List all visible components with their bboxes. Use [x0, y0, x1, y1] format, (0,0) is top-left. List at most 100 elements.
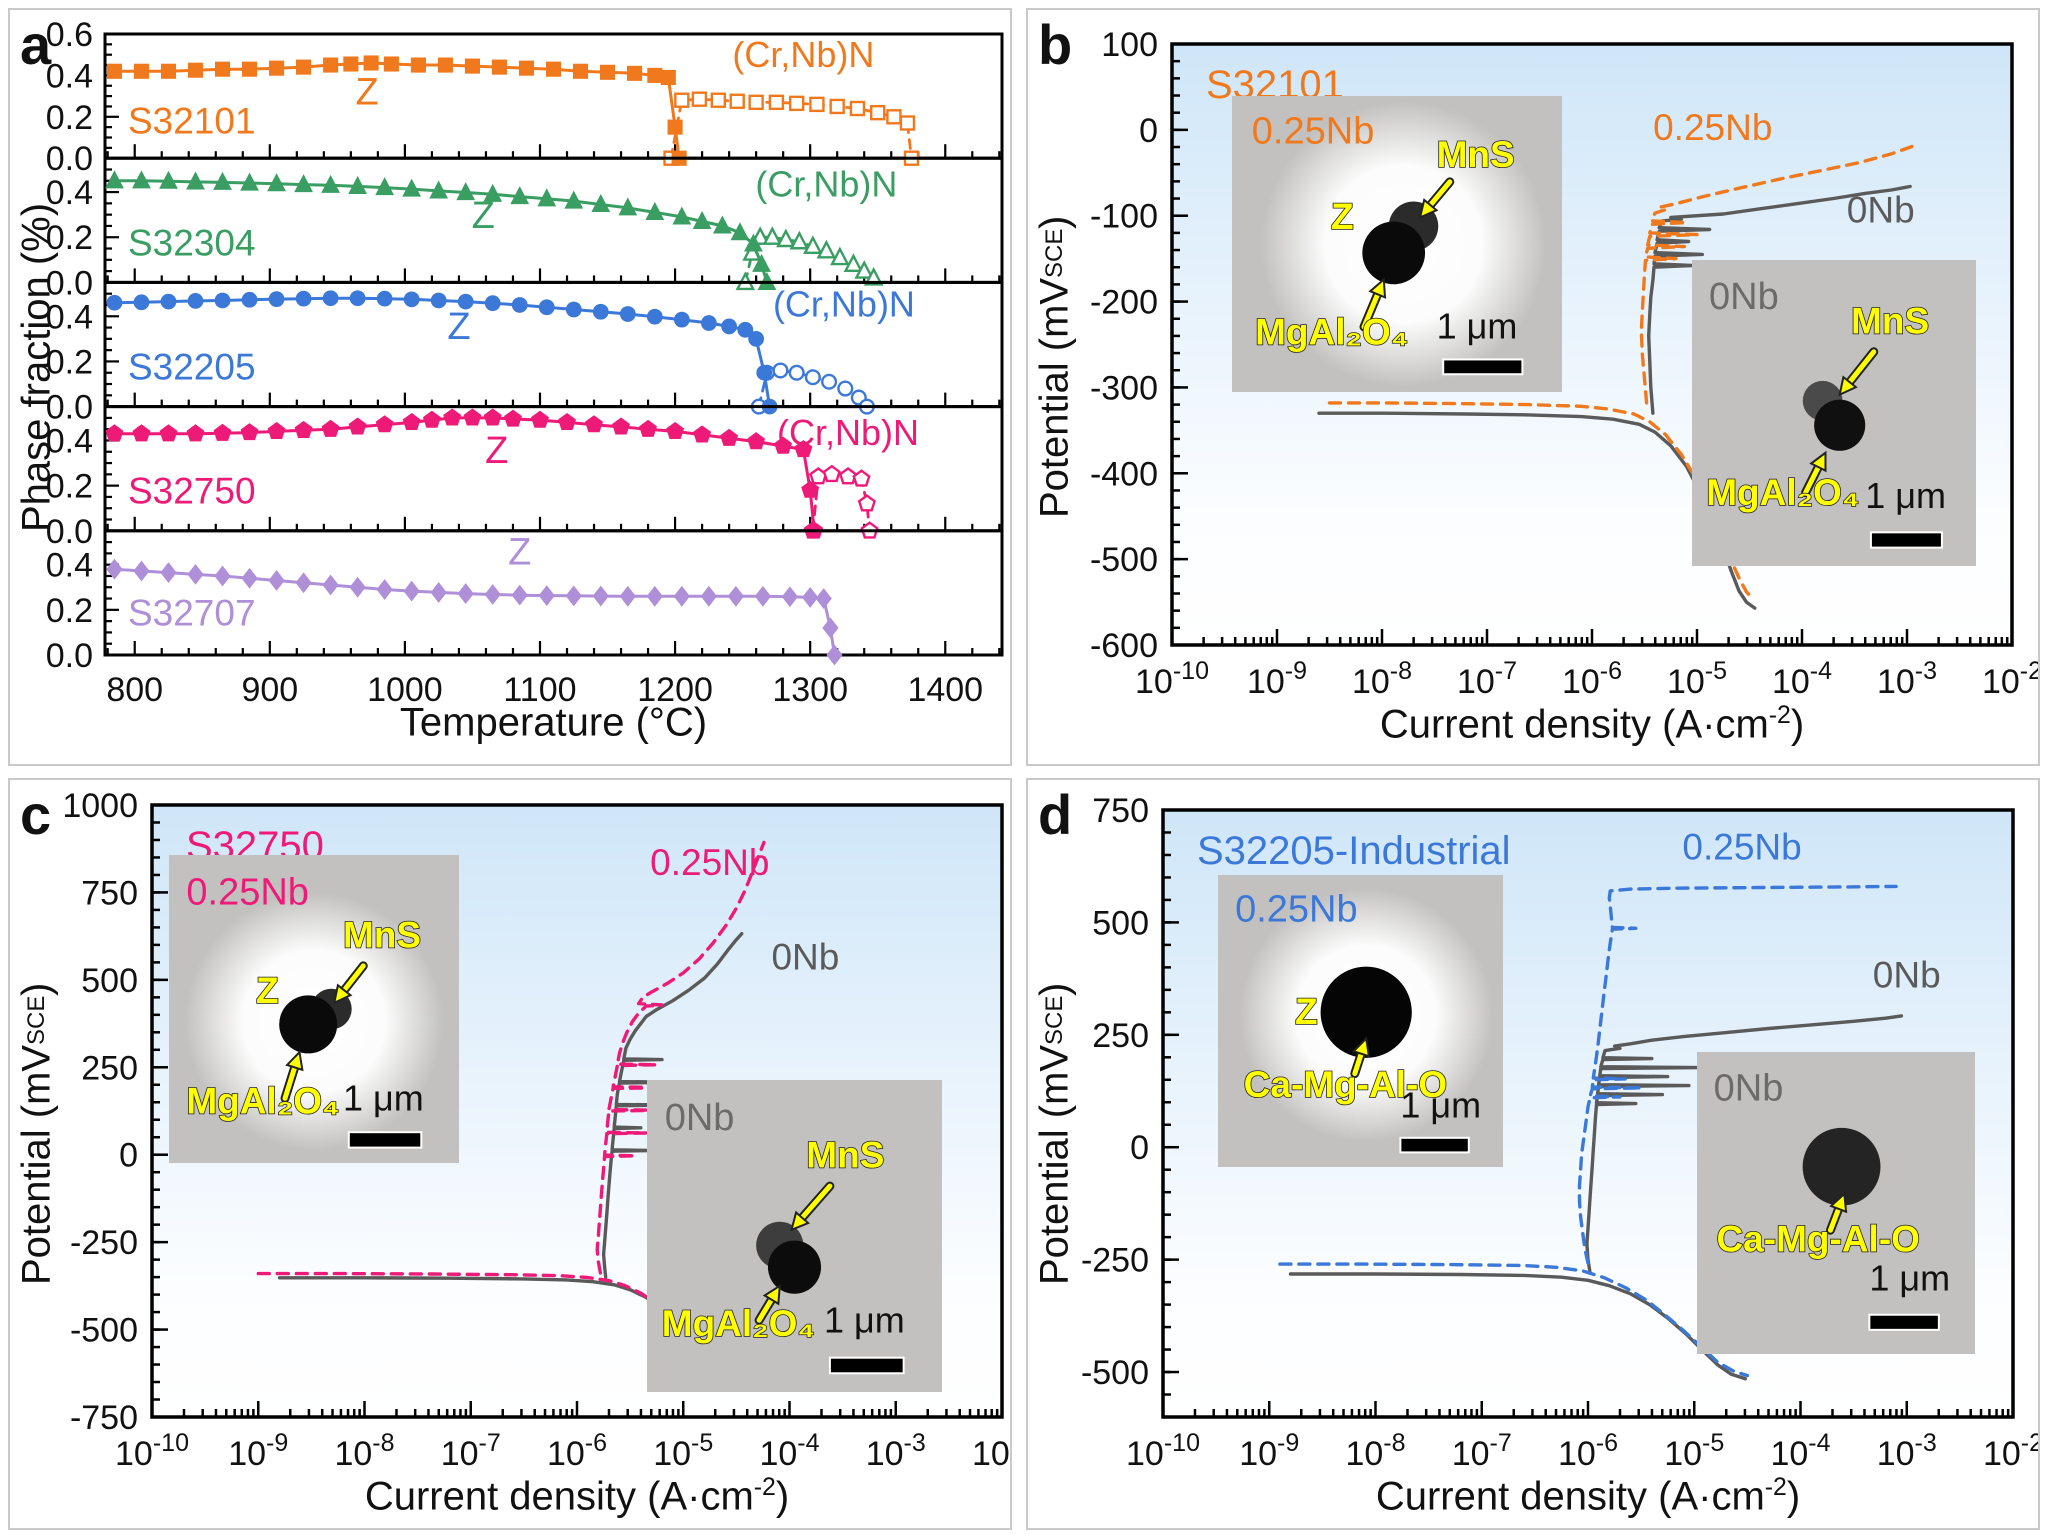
x-tick-label: 10-9 — [1247, 657, 1307, 701]
marker-circle — [106, 294, 123, 311]
marker-circle — [821, 373, 838, 390]
x-tick-label: 10-7 — [441, 1429, 501, 1473]
marker-pentagon — [693, 425, 712, 443]
marker-triangle — [186, 171, 205, 190]
marker-diamond — [538, 585, 555, 607]
curve-0.25Nb-anodic — [1639, 143, 1918, 405]
marker-triangle — [510, 186, 530, 205]
arrow-shaft — [1847, 349, 1877, 385]
marker-square — [410, 57, 426, 73]
y-tick-label: 0.0 — [46, 513, 93, 551]
marker-pentagon — [822, 464, 841, 483]
y-tick-label: 0 — [119, 1137, 138, 1175]
inset-phase-label: MgAl₂O₄ — [1706, 472, 1859, 513]
x-tick-label: 10-5 — [1664, 1429, 1724, 1473]
marker-square — [545, 61, 562, 77]
alloy-label: S32707 — [128, 593, 256, 634]
arrow-head-icon — [790, 1210, 810, 1232]
marker-triangle — [564, 190, 584, 209]
y-tick-label: 0.4 — [46, 422, 93, 460]
curve-0Nb-anodic — [1647, 184, 1912, 415]
marker-pentagon — [463, 408, 482, 426]
scale-bar-label: 1 μm — [1869, 1258, 1950, 1299]
arrow-head-icon — [332, 983, 353, 1005]
inset-phase-label: MgAl₂O₄ — [662, 1303, 815, 1344]
marker-triangle — [348, 175, 368, 194]
z-phase-label: Z — [355, 71, 378, 113]
marker-circle — [268, 291, 285, 308]
marker-circle — [430, 292, 447, 309]
axis-frame — [1161, 808, 2015, 1419]
marker-triangle — [692, 210, 712, 229]
marker-circle — [376, 290, 393, 307]
panel-b-plot: 10-10 10-9 10-8 10-7 10-6 10-5 10-4 10-3 10-2 100… — [1090, 26, 2038, 701]
marker-diamond — [322, 574, 339, 596]
marker-diamond — [187, 563, 204, 585]
inset-phase-label: MgAl₂O₄ — [1255, 312, 1408, 353]
panel-c-y-axis-label: Potential (mV SCE) — [14, 982, 59, 1286]
y-tick-label: 0 — [1139, 112, 1158, 150]
inset-alloy-variant-label: 0.25Nb — [1252, 110, 1375, 152]
x-tick-label: 1100 — [503, 671, 576, 709]
y-tick-label: -500 — [1090, 541, 1158, 579]
x-tick-label: 10-6 — [1558, 1429, 1618, 1473]
y-tick-label: 0.2 — [46, 468, 93, 506]
x-tick-label: 10-6 — [547, 1429, 607, 1473]
marker-square — [214, 61, 231, 77]
marker-diamond — [241, 567, 258, 589]
x-tick-label: 10-7 — [1452, 1429, 1512, 1473]
marker-square — [323, 57, 339, 73]
marker-circle — [133, 294, 150, 311]
marker-pentagon — [666, 421, 685, 440]
marker-pentagon — [639, 419, 657, 437]
scale-bar — [1868, 1313, 1940, 1331]
marker-pentagon — [294, 420, 313, 438]
inset-phase-label: MnS — [343, 914, 421, 955]
marker-pentagon — [558, 412, 576, 431]
subplot-S32750: 0.0 0.2 0.4 S32750 Z (Cr,Nb)N — [46, 405, 1004, 551]
y-tick-label: 750 — [81, 874, 138, 912]
y-tick-label: 0.0 — [46, 140, 93, 178]
y-tick-label: 500 — [81, 962, 138, 1000]
marker-square — [710, 92, 727, 108]
marker-pentagon — [443, 408, 462, 426]
panel-d-inset-0: 0.25Nb Z Ca-Mg-Al-O1 μm — [1218, 875, 1503, 1167]
marker-circle — [619, 306, 636, 322]
marker-pentagon — [240, 423, 259, 441]
inset-phase-label: Z — [256, 970, 279, 1011]
marker-triangle — [863, 266, 884, 286]
marker-pentagon — [852, 469, 871, 487]
marker-triangle — [159, 170, 178, 189]
arrow-shaft — [1361, 291, 1381, 330]
y-tick-label: 0.0 — [46, 264, 93, 302]
inset-phase-label: Z — [1331, 196, 1354, 237]
panel-title: S32205-Industrial — [1197, 829, 1511, 873]
marker-square — [691, 91, 708, 107]
marker-square — [667, 119, 683, 135]
marker-diamond — [802, 587, 819, 608]
nitride-phase-label: (Cr,Nb)N — [773, 283, 915, 324]
subplot-frame — [103, 529, 1004, 657]
arrow-head-icon — [762, 1284, 781, 1306]
marker-triangle — [537, 188, 557, 207]
arrow-shaft — [1803, 464, 1821, 496]
arrow-shaft — [799, 1183, 833, 1221]
marker-diamond — [754, 585, 771, 607]
marker-diamond — [214, 565, 231, 587]
marker-circle — [837, 380, 854, 397]
marker-diamond — [484, 584, 501, 605]
panel-a-x-axis-label: Temperature (°C) — [399, 700, 708, 745]
marker-square — [599, 64, 616, 80]
y-tick-label: 1000 — [62, 787, 138, 825]
y-tick-label: -500 — [70, 1312, 138, 1350]
marker-circle — [646, 308, 663, 325]
arrow-shaft — [1827, 1206, 1842, 1233]
marker-diamond — [133, 560, 150, 582]
marker-diamond — [403, 580, 420, 602]
y-tick-label: 0.0 — [46, 637, 93, 675]
y-tick-label: 750 — [1092, 792, 1149, 830]
inclusion-particle — [279, 995, 338, 1054]
marker-triangle — [618, 197, 638, 216]
marker-square — [160, 63, 177, 79]
scale-bar-label: 1 μm — [1865, 475, 1946, 516]
